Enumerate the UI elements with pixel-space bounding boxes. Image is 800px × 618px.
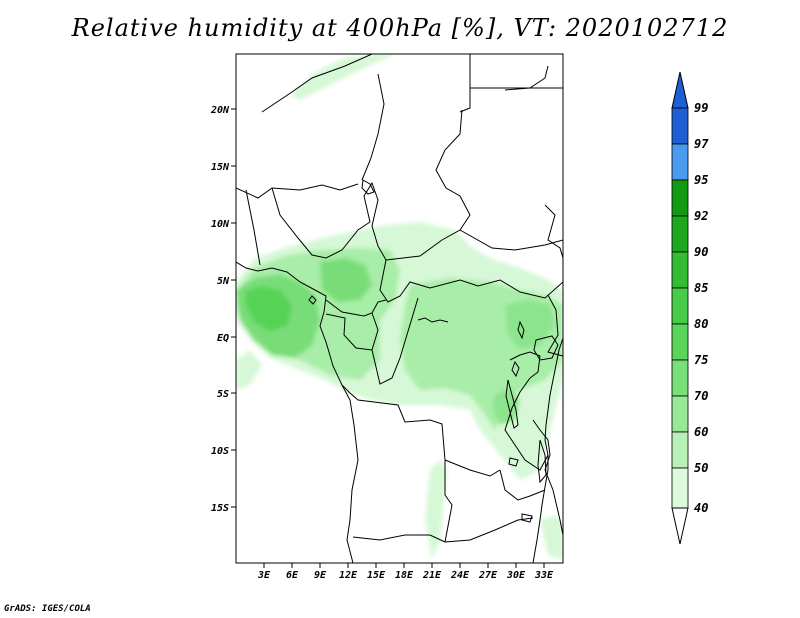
colorbar-label: 60 bbox=[694, 425, 708, 439]
colorbar-label: 99 bbox=[694, 101, 708, 115]
lake-mweru bbox=[508, 457, 519, 467]
border-drc-zambia bbox=[499, 469, 546, 501]
lon-label: 3E bbox=[257, 570, 271, 581]
lon-label: 12E bbox=[339, 570, 358, 581]
lon-label: 27E bbox=[478, 570, 498, 581]
border-sudan-south-sudan bbox=[459, 229, 563, 251]
humidity-region-core-east bbox=[505, 300, 555, 350]
coastline-east-africa bbox=[532, 337, 563, 563]
colorbar-segment bbox=[671, 395, 689, 433]
colorbar-segment bbox=[671, 467, 689, 509]
border-angola-namibia bbox=[352, 534, 446, 543]
border-chad-car-sudan bbox=[385, 109, 471, 261]
humidity-region-max-coast bbox=[245, 286, 292, 332]
lat-label: 15S bbox=[211, 503, 229, 514]
lon-label: 30E bbox=[506, 570, 526, 581]
colorbar-label: 80 bbox=[694, 317, 708, 331]
lon-label: 6E bbox=[286, 570, 299, 581]
colorbar-segment bbox=[671, 251, 689, 289]
lon-label: 24E bbox=[450, 570, 470, 581]
border-cameroon-congo bbox=[325, 299, 387, 317]
colorbar-segment bbox=[671, 287, 689, 325]
lake-malawi bbox=[537, 439, 547, 484]
colorbar-segment bbox=[671, 215, 689, 253]
colorbar-bottom-arrow bbox=[671, 507, 689, 545]
colorbar-label: 70 bbox=[694, 389, 708, 403]
lakes bbox=[308, 179, 559, 523]
humidity-region-core-cameroon bbox=[320, 258, 372, 302]
colorbar-segment bbox=[671, 359, 689, 397]
border-libya-chad bbox=[261, 54, 373, 113]
border-cameroon-chad bbox=[363, 181, 387, 261]
lake-bangweulu bbox=[521, 513, 533, 523]
colorbar-segment bbox=[671, 431, 689, 469]
lat-label: 10S bbox=[211, 446, 229, 457]
border-nigeria-cameroon bbox=[271, 187, 371, 259]
lon-label: 18E bbox=[395, 570, 414, 581]
colorbar-label: 90 bbox=[694, 245, 708, 259]
colorbar-top-arrow bbox=[671, 71, 689, 109]
colorbar-label: 97 bbox=[694, 137, 709, 151]
border-nigeria-benin bbox=[245, 189, 261, 266]
colorbar-label: 95 bbox=[694, 173, 708, 187]
country-borders bbox=[236, 54, 563, 563]
lake-kivu bbox=[511, 360, 520, 378]
border-angola-zambia bbox=[444, 460, 453, 543]
lat-label: 5S bbox=[217, 389, 229, 400]
lon-label: 21E bbox=[422, 570, 442, 581]
colorbar-label: 40 bbox=[694, 501, 708, 515]
humidity-region-south-tail bbox=[425, 460, 447, 560]
lon-label: 33E bbox=[534, 570, 554, 581]
border-uganda-kenya bbox=[547, 294, 563, 357]
border-car-drc bbox=[379, 259, 563, 303]
border-egypt-sudan bbox=[459, 54, 471, 113]
lake-victoria bbox=[533, 335, 559, 361]
island-bioko bbox=[308, 295, 317, 305]
colorbar-label: 85 bbox=[694, 281, 708, 295]
lat-label: EQ bbox=[217, 333, 229, 344]
longitude-axis: 3E 6E 9E 12E 15E 18E 21E 24E 27E 30E 33E bbox=[257, 563, 554, 581]
lon-label: 15E bbox=[367, 570, 386, 581]
border-rwanda-burundi bbox=[509, 351, 541, 379]
lat-label: 20N bbox=[210, 105, 230, 116]
border-ethiopia bbox=[544, 204, 563, 259]
colorbar-segment bbox=[671, 179, 689, 217]
lon-label: 9E bbox=[314, 570, 327, 581]
border-niger-nigeria bbox=[236, 183, 359, 199]
lat-label: 10N bbox=[211, 219, 230, 230]
border-red-sea-coast bbox=[504, 65, 549, 91]
border-gabon-congo bbox=[325, 312, 379, 351]
colorbar-label: 75 bbox=[694, 353, 708, 367]
lake-chad bbox=[361, 179, 375, 195]
lake-tanganyika bbox=[505, 379, 519, 429]
grads-credit: GrADS: IGES/COLA bbox=[4, 604, 91, 614]
colorbar: 99 97 95 92 90 85 80 75 70 60 50 40 bbox=[671, 71, 709, 545]
latitude-axis: 20N 15N 10N 5N EQ 5S 10S 15S bbox=[210, 105, 236, 514]
border-chad-sudan-north bbox=[361, 73, 385, 181]
colorbar-label: 50 bbox=[694, 461, 708, 475]
river-congo-segment bbox=[417, 317, 449, 323]
border-zambia-zimbabwe bbox=[444, 517, 534, 543]
map-frame bbox=[235, 53, 564, 564]
humidity-region-sahara-plume bbox=[290, 54, 395, 100]
humidity-region-core-south bbox=[493, 388, 520, 425]
colorbar-segment bbox=[671, 323, 689, 361]
border-congo-drc bbox=[371, 297, 419, 385]
colorbar-segment bbox=[671, 107, 689, 145]
lat-label: 5N bbox=[217, 276, 230, 287]
border-malawi-mozambique bbox=[532, 419, 563, 536]
map-title: Relative humidity at 400hPa [%], VT: 202… bbox=[71, 14, 729, 42]
lat-label: 15N bbox=[211, 162, 230, 173]
border-tanzania bbox=[504, 377, 549, 471]
humidity-shading bbox=[236, 54, 563, 560]
coastline-west-africa bbox=[236, 261, 359, 563]
colorbar-label: 92 bbox=[694, 209, 708, 223]
lake-albert bbox=[517, 320, 525, 340]
humidity-region-se-tail bbox=[540, 515, 563, 560]
border-drc-angola bbox=[341, 384, 501, 477]
colorbar-segment bbox=[671, 143, 689, 181]
humidity-region-west-tail bbox=[236, 350, 262, 390]
